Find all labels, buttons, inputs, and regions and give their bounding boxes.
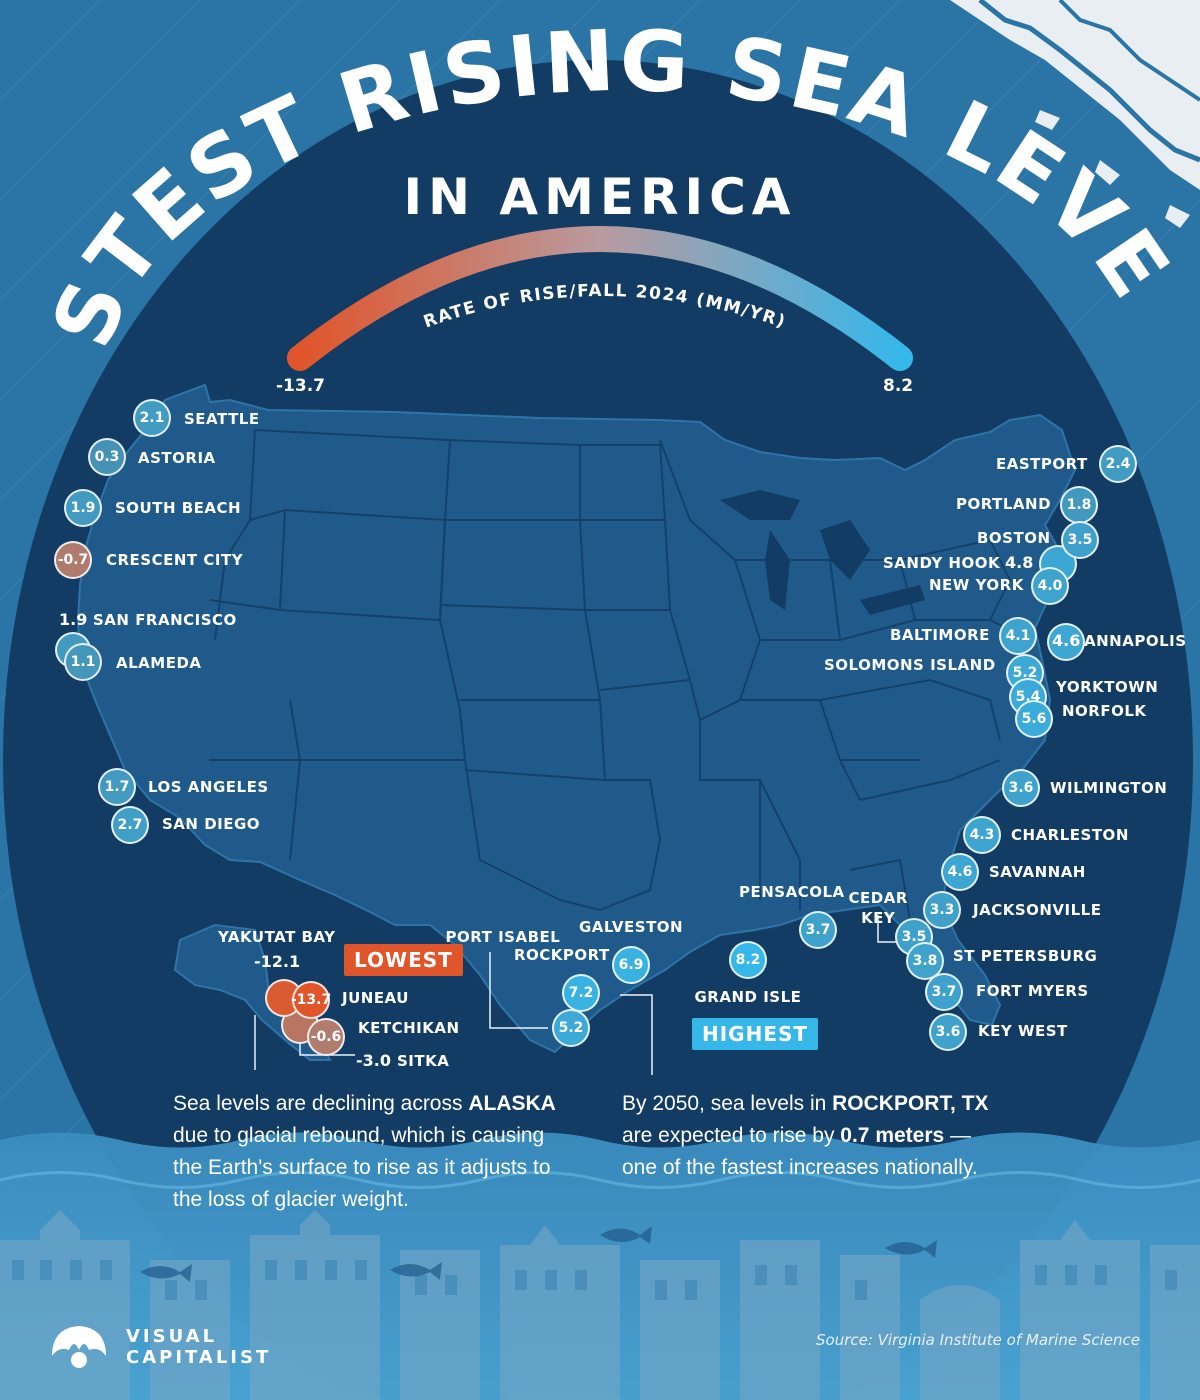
station-name-portland: PORTLAND <box>956 495 1052 513</box>
station-name-pensacola: PENSACOLA <box>739 883 845 901</box>
station-value-sitka: -3.0 <box>356 1051 391 1070</box>
station-value-port-isabel: 5.2 <box>552 1009 590 1047</box>
station-name-juneau: JUNEAU <box>342 989 409 1007</box>
station-value-baltimore: 4.1 <box>999 617 1037 655</box>
station-value-new-york: 4.0 <box>1031 567 1069 605</box>
station-value-crescent-city: -0.7 <box>54 541 92 579</box>
scale-axis-label: RATE OF RISE/FALL 2024 (MM/YR) <box>421 281 789 333</box>
station-value-galveston: 6.9 <box>612 946 650 984</box>
station-value-grand-isle: 8.2 <box>729 941 767 979</box>
station-name-sitka: SITKA <box>397 1052 450 1070</box>
station-name-south-beach: SOUTH BEACH <box>115 499 242 517</box>
station-name-seattle: SEATTLE <box>184 410 260 428</box>
station-name-los-angeles: LOS ANGELES <box>148 778 269 796</box>
brand-wordmark: VISUAL CAPITALIST <box>126 1326 296 1368</box>
alaska-note-text-2: due to glacial rebound, which is causing… <box>173 1124 551 1211</box>
station-name-grand-isle: GRAND ISLE <box>694 988 802 1006</box>
station-name-yakutat-bay: YAKUTAT BAY <box>218 928 336 946</box>
station-name-baltimore: BALTIMORE <box>890 626 990 644</box>
station-value-eastport: 2.4 <box>1099 445 1137 483</box>
station-name-solomons-island: SOLOMONS ISLAND <box>824 656 996 674</box>
page-subtitle: IN AMERICA <box>403 168 797 226</box>
station-value-yakutat-bay: -12.1 <box>254 952 301 971</box>
station-value-wilmington: 3.6 <box>1002 769 1040 807</box>
ice-floe-decoration <box>950 0 1200 228</box>
station-name-jacksonville: JACKSONVILLE <box>973 901 1102 919</box>
station-name-san-francisco: SAN FRANCISCO <box>93 611 237 629</box>
station-name-sandy-hook: SANDY HOOK <box>883 554 1001 572</box>
rockport-note-text-2: are expected to rise by <box>622 1124 841 1147</box>
station-value-rockport: 7.2 <box>562 974 600 1012</box>
state-borders <box>209 429 1031 921</box>
alaska-note-text-1: Sea levels are declining across <box>173 1092 469 1115</box>
station-name-cedar-key: CEDAR KEY <box>848 889 908 927</box>
highest-tag: HIGHEST <box>692 1018 819 1050</box>
station-value-san-francisco: 1.9 <box>59 610 88 629</box>
source-note: Source: Virginia Institute of Marine Sci… <box>816 1331 1140 1349</box>
station-name-rockport: ROCKPORT <box>514 946 610 964</box>
title-svg: FASTEST RISING SEA LEVELS RATE OF RISE/F… <box>0 0 1187 360</box>
scale-min-label: -13.7 <box>276 376 325 396</box>
brand-line-1: VISUAL <box>126 1326 218 1347</box>
station-marker-annapolis <box>1047 623 1085 661</box>
station-name-savannah: SAVANNAH <box>989 863 1086 881</box>
station-name-galveston: GALVESTON <box>579 918 684 936</box>
station-name-st-petersburg: ST PETERSBURG <box>953 947 1098 965</box>
station-value-jacksonville: 3.3 <box>923 891 961 929</box>
station-name-new-york: NEW YORK <box>929 576 1024 594</box>
station-value-juneau: -13.7 <box>291 981 331 1019</box>
alaska-note-emphasis: ALASKA <box>468 1092 556 1115</box>
rockport-note-emphasis-2: 0.7 meters <box>840 1124 945 1147</box>
station-value-annapolis: 4.6 <box>1052 631 1081 650</box>
station-name-yorktown: YORKTOWN <box>1056 678 1159 696</box>
station-name-crescent-city: CRESCENT CITY <box>106 551 244 569</box>
alaska-note: Sea levels are declining across ALASKA d… <box>173 1088 573 1216</box>
great-lakes <box>720 490 925 615</box>
station-name-san-diego: SAN DIEGO <box>162 815 261 833</box>
station-value-charleston: 4.3 <box>963 816 1001 854</box>
station-value-norfolk: 5.6 <box>1015 700 1053 738</box>
rockport-note-emphasis-1: ROCKPORT, TX <box>832 1092 989 1115</box>
scale-gradient-arc <box>287 226 913 371</box>
brand-line-2: CAPITALIST <box>126 1347 272 1368</box>
station-value-key-west: 3.6 <box>929 1013 967 1051</box>
station-name-annapolis: ANNAPOLIS <box>1084 632 1187 650</box>
rockport-note-text-3: —one of the fastest increases nationally… <box>622 1124 978 1179</box>
station-value-fort-myers: 3.7 <box>925 973 963 1011</box>
station-value-savannah: 4.6 <box>941 853 979 891</box>
station-name-norfolk: NORFOLK <box>1062 702 1147 720</box>
station-name-ketchikan: KETCHIKAN <box>358 1019 460 1037</box>
station-name-astoria: ASTORIA <box>138 449 216 467</box>
station-value-portland: 1.8 <box>1060 486 1098 524</box>
station-name-eastport: EASTPORT <box>996 455 1088 473</box>
lowest-tag: LOWEST <box>344 944 463 976</box>
station-value-alameda: 1.1 <box>64 643 102 681</box>
station-name-key-west: KEY WEST <box>978 1022 1068 1040</box>
station-name-fort-myers: FORT MYERS <box>976 982 1089 1000</box>
rockport-note-text-1: By 2050, sea levels in <box>622 1092 833 1115</box>
station-value-seattle: 2.1 <box>133 399 171 437</box>
station-name-boston: BOSTON <box>977 529 1051 547</box>
building-windows <box>12 1260 1177 1300</box>
station-value-los-angeles: 1.7 <box>98 768 136 806</box>
station-value-astoria: 0.3 <box>88 438 126 476</box>
station-value-ketchikan: -0.6 <box>307 1018 345 1056</box>
station-value-sandy-hook: 4.8 <box>1005 553 1034 572</box>
brand-logo-icon <box>52 1326 106 1368</box>
station-value-boston: 3.5 <box>1061 521 1099 559</box>
station-name-port-isabel: PORT ISABEL <box>445 928 561 946</box>
station-value-san-diego: 2.7 <box>111 806 149 844</box>
scale-max-label: 8.2 <box>883 376 914 396</box>
station-name-wilmington: WILMINGTON <box>1050 779 1168 797</box>
station-name-alameda: ALAMEDA <box>116 654 202 672</box>
sea-wave-line <box>0 1171 1200 1189</box>
station-value-pensacola: 3.7 <box>799 911 837 949</box>
rockport-note: By 2050, sea levels in ROCKPORT, TX are … <box>622 1088 1002 1184</box>
fish-decoration <box>140 1226 937 1282</box>
station-name-charleston: CHARLESTON <box>1011 826 1129 844</box>
station-value-south-beach: 1.9 <box>64 489 102 527</box>
